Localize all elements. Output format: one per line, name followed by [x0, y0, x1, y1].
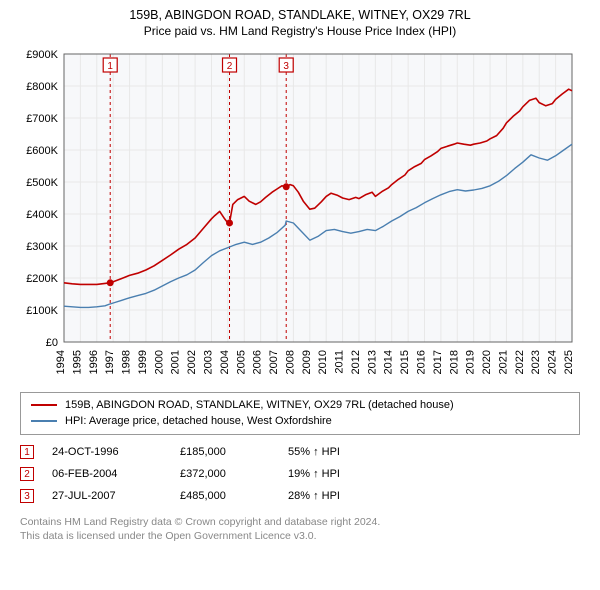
svg-text:2003: 2003 [202, 350, 214, 374]
sale-date-3: 27-JUL-2007 [52, 490, 162, 502]
sales-row-2: 2 06-FEB-2004 £372,000 19% ↑ HPI [20, 463, 580, 485]
sale-date-1: 24-OCT-1996 [52, 446, 162, 458]
svg-text:£600K: £600K [26, 145, 58, 157]
svg-text:£100K: £100K [26, 305, 58, 317]
svg-text:1999: 1999 [137, 350, 149, 374]
svg-text:2014: 2014 [383, 350, 395, 374]
sale-marker-2: 2 [20, 467, 34, 481]
svg-text:£400K: £400K [26, 209, 58, 221]
svg-text:2024: 2024 [547, 350, 559, 374]
svg-text:£200K: £200K [26, 273, 58, 285]
svg-text:2017: 2017 [432, 350, 444, 374]
sale-price-2: £372,000 [180, 468, 270, 480]
svg-text:1998: 1998 [121, 350, 133, 374]
svg-text:2006: 2006 [252, 350, 264, 374]
svg-text:2009: 2009 [301, 350, 313, 374]
sale-ratio-3: 28% ↑ HPI [288, 490, 398, 502]
svg-text:£0: £0 [46, 337, 58, 349]
sales-row-3: 3 27-JUL-2007 £485,000 28% ↑ HPI [20, 485, 580, 507]
svg-text:2025: 2025 [563, 350, 575, 374]
svg-text:2021: 2021 [497, 350, 509, 374]
svg-text:2: 2 [227, 61, 233, 72]
svg-text:1996: 1996 [88, 350, 100, 374]
sales-table: 1 24-OCT-1996 £185,000 55% ↑ HPI 2 06-FE… [20, 441, 580, 507]
sale-ratio-2: 19% ↑ HPI [288, 468, 398, 480]
svg-text:1997: 1997 [104, 350, 116, 374]
svg-text:£500K: £500K [26, 177, 58, 189]
svg-text:2007: 2007 [268, 350, 280, 374]
svg-text:2023: 2023 [530, 350, 542, 374]
svg-text:2012: 2012 [350, 350, 362, 374]
svg-text:1995: 1995 [71, 350, 83, 374]
attribution-footer: Contains HM Land Registry data © Crown c… [20, 515, 580, 543]
svg-text:2018: 2018 [448, 350, 460, 374]
line-chart: £0 £100K £200K £300K £400K £500K £600K £700K £80… [12, 44, 588, 384]
svg-text:1: 1 [107, 61, 113, 72]
svg-text:2015: 2015 [399, 350, 411, 374]
svg-text:1994: 1994 [55, 350, 67, 374]
legend-label-hpi: HPI: Average price, detached house, West… [65, 415, 332, 427]
svg-text:3: 3 [283, 61, 289, 72]
svg-text:2008: 2008 [284, 350, 296, 374]
svg-text:2019: 2019 [465, 350, 477, 374]
legend-item-hpi: HPI: Average price, detached house, West… [31, 413, 569, 429]
sale-marker-3: 3 [20, 489, 34, 503]
svg-text:2013: 2013 [366, 350, 378, 374]
svg-text:2000: 2000 [153, 350, 165, 374]
svg-text:2004: 2004 [219, 350, 231, 374]
svg-text:2011: 2011 [334, 350, 346, 374]
svg-text:£900K: £900K [26, 49, 58, 61]
sale-price-3: £485,000 [180, 490, 270, 502]
svg-text:2022: 2022 [514, 350, 526, 374]
svg-text:2002: 2002 [186, 350, 198, 374]
chart-title-sub: Price paid vs. HM Land Registry's House … [12, 24, 588, 38]
footer-line-1: Contains HM Land Registry data © Crown c… [20, 515, 580, 529]
chart-title-block: 159B, ABINGDON ROAD, STANDLAKE, WITNEY, … [12, 8, 588, 38]
legend-label-property: 159B, ABINGDON ROAD, STANDLAKE, WITNEY, … [65, 399, 454, 411]
svg-text:2005: 2005 [235, 350, 247, 374]
sale-price-1: £185,000 [180, 446, 270, 458]
svg-text:2016: 2016 [416, 350, 428, 374]
sale-date-2: 06-FEB-2004 [52, 468, 162, 480]
sale-marker-1: 1 [20, 445, 34, 459]
sale-ratio-1: 55% ↑ HPI [288, 446, 398, 458]
svg-text:£700K: £700K [26, 113, 58, 125]
legend-swatch-property [31, 404, 57, 406]
svg-text:2001: 2001 [170, 350, 182, 374]
legend-item-property: 159B, ABINGDON ROAD, STANDLAKE, WITNEY, … [31, 397, 569, 413]
svg-text:£300K: £300K [26, 241, 58, 253]
footer-line-2: This data is licensed under the Open Gov… [20, 529, 580, 543]
sales-row-1: 1 24-OCT-1996 £185,000 55% ↑ HPI [20, 441, 580, 463]
chart-area: £0 £100K £200K £300K £400K £500K £600K £700K £80… [12, 44, 588, 384]
legend-box: 159B, ABINGDON ROAD, STANDLAKE, WITNEY, … [20, 392, 580, 435]
svg-text:2020: 2020 [481, 350, 493, 374]
svg-text:2010: 2010 [317, 350, 329, 374]
legend-swatch-hpi [31, 420, 57, 422]
svg-text:£800K: £800K [26, 81, 58, 93]
chart-title-main: 159B, ABINGDON ROAD, STANDLAKE, WITNEY, … [12, 8, 588, 22]
